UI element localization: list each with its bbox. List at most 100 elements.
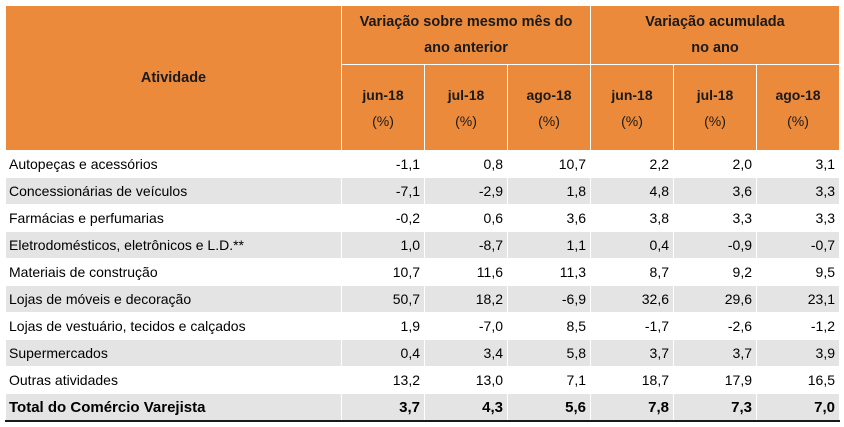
- value-cell: 4,8: [590, 177, 675, 205]
- row-label: Materiais de construção: [5, 258, 342, 286]
- table-row: Autopeças e acessórios -1,1 0,8 10,7 2,2 2,0 3…: [5, 150, 841, 178]
- month-header-0: jun-18 (%): [341, 64, 425, 151]
- value-cell: 3,3: [756, 177, 841, 205]
- month-header-label: ago-18: [526, 86, 572, 103]
- value-cell: 9,2: [673, 258, 758, 286]
- value-cell: 9,5: [756, 258, 841, 286]
- value-cell: 3,9: [756, 339, 841, 367]
- value-cell: 2,2: [590, 150, 675, 178]
- header-group-row: Atividade Variação sobre mesmo mês do an…: [5, 5, 841, 151]
- value-cell: -2,6: [673, 312, 758, 340]
- value-cell: 0,4: [590, 231, 675, 259]
- value-cell: -6,9: [506, 285, 592, 313]
- month-header-label: jul-18: [447, 86, 485, 103]
- table-row: Concessionárias de veículos -7,1 -2,9 1,8 4,…: [5, 177, 841, 205]
- group-header-monthly: Variação sobre mesmo mês do ano anterior: [340, 5, 592, 65]
- activity-header: Atividade: [5, 5, 342, 151]
- value-cell: 1,1: [506, 231, 592, 259]
- value-cell: 5,8: [506, 339, 592, 367]
- value-cell: -0,7: [756, 231, 841, 259]
- month-header-3: jun-18 (%): [590, 64, 675, 151]
- value-cell: 50,7: [341, 285, 425, 313]
- row-label: Lojas de móveis e decoração: [5, 285, 342, 313]
- group-header-monthly-line1: Variação sobre mesmo mês do: [359, 14, 573, 30]
- table-row: Farmácias e perfumarias -0,2 0,6 3,6 3,8 3,3 3…: [5, 204, 841, 232]
- row-label: Supermercados: [5, 339, 342, 367]
- value-cell: 0,4: [341, 339, 425, 367]
- total-value-cell: 5,6: [506, 393, 592, 422]
- value-cell: 3,3: [673, 204, 758, 232]
- value-cell: 3,3: [756, 204, 841, 232]
- month-header-unit: (%): [704, 112, 726, 129]
- month-header-unit: (%): [621, 112, 643, 129]
- value-cell: 11,6: [424, 258, 508, 286]
- value-cell: 8,5: [506, 312, 592, 340]
- month-header-1: jul-18 (%): [424, 64, 508, 151]
- value-cell: 3,6: [673, 177, 758, 205]
- value-cell: 3,4: [424, 339, 508, 367]
- value-cell: -2,9: [424, 177, 508, 205]
- total-value-cell: 7,3: [673, 393, 758, 422]
- value-cell: 32,6: [590, 285, 675, 313]
- value-cell: 29,6: [673, 285, 758, 313]
- month-header-2: ago-18 (%): [506, 64, 592, 151]
- value-cell: -7,1: [341, 177, 425, 205]
- value-cell: -1,7: [590, 312, 675, 340]
- value-cell: -1,2: [756, 312, 841, 340]
- value-cell: 7,1: [506, 366, 592, 394]
- value-cell: 3,7: [673, 339, 758, 367]
- table-row: Lojas de vestuário, tecidos e calçados 1,…: [5, 312, 841, 340]
- table-row: Outras atividades 13,2 13,0 7,1 18,7 17,9 16,5: [5, 366, 841, 394]
- month-header-label: ago-18: [775, 86, 821, 103]
- row-label: Concessionárias de veículos: [5, 177, 342, 205]
- total-row: Total do Comércio Varejista 3,7 4,3 5,6 7,8 7…: [5, 393, 841, 422]
- month-header-unit: (%): [787, 112, 809, 129]
- month-header-unit: (%): [538, 112, 560, 129]
- month-header-label: jun-18: [611, 86, 653, 103]
- value-cell: 10,7: [506, 150, 592, 178]
- value-cell: 8,7: [590, 258, 675, 286]
- total-value-cell: 3,7: [341, 393, 425, 422]
- retail-variation-table: Atividade Variação sobre mesmo mês do an…: [5, 5, 841, 422]
- group-header-accumulated-line2: no ano: [691, 40, 739, 56]
- value-cell: 23,1: [756, 285, 841, 313]
- value-cell: -0,9: [673, 231, 758, 259]
- table-row: Eletrodomésticos, eletrônicos e L.D.** 1,…: [5, 231, 841, 259]
- value-cell: 0,8: [424, 150, 508, 178]
- value-cell: 0,6: [424, 204, 508, 232]
- month-header-label: jun-18: [362, 86, 404, 103]
- row-label: Eletrodomésticos, eletrônicos e L.D.**: [5, 231, 342, 259]
- value-cell: 10,7: [341, 258, 425, 286]
- month-header-unit: (%): [455, 112, 477, 129]
- activity-header-label: Atividade: [140, 70, 207, 86]
- value-cell: 1,9: [341, 312, 425, 340]
- header-month-row: jun-18 (%) jul-18 (%) ago-18 (%) jun-18 (%) jul-…: [6, 64, 841, 151]
- row-label: Autopeças e acessórios: [5, 150, 342, 178]
- table-row: Lojas de móveis e decoração 50,7 18,2 -6,9 3…: [5, 285, 841, 313]
- month-header-label: jul-18: [696, 86, 734, 103]
- total-value-cell: 4,3: [424, 393, 508, 422]
- value-cell: 3,6: [506, 204, 592, 232]
- group-header-accumulated: Variação acumulada no ano: [590, 5, 841, 65]
- total-value-cell: 7,8: [590, 393, 675, 422]
- retail-table-container: Atividade Variação sobre mesmo mês do an…: [5, 5, 841, 422]
- value-cell: 13,0: [424, 366, 508, 394]
- month-header-4: jul-18 (%): [673, 64, 758, 151]
- table-row: Supermercados 0,4 3,4 5,8 3,7 3,7 3,9: [5, 339, 841, 367]
- value-cell: 3,7: [590, 339, 675, 367]
- row-label: Outras atividades: [5, 366, 342, 394]
- value-cell: 18,2: [424, 285, 508, 313]
- group-header-monthly-line2: ano anterior: [424, 40, 508, 56]
- value-cell: 13,2: [341, 366, 425, 394]
- table-header: Atividade Variação sobre mesmo mês do an…: [5, 5, 841, 151]
- value-cell: -8,7: [424, 231, 508, 259]
- value-cell: 3,1: [756, 150, 841, 178]
- value-cell: 18,7: [590, 366, 675, 394]
- table-body: Autopeças e acessórios -1,1 0,8 10,7 2,2 2,0 3…: [5, 150, 841, 422]
- month-header-5: ago-18 (%): [756, 64, 841, 151]
- table-row: Materiais de construção 10,7 11,6 11,3 8,7 9,…: [5, 258, 841, 286]
- row-label: Lojas de vestuário, tecidos e calçados: [5, 312, 342, 340]
- row-label: Farmácias e perfumarias: [5, 204, 342, 232]
- value-cell: 1,8: [506, 177, 592, 205]
- group-header-accumulated-line1: Variação acumulada: [645, 14, 785, 30]
